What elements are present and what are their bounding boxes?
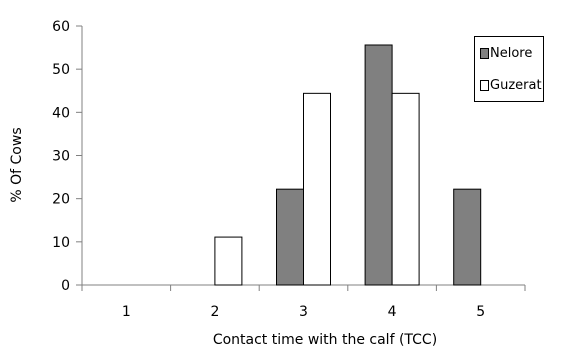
legend-swatch-guzerat — [480, 79, 489, 91]
y-tick-label: 30 — [52, 149, 70, 165]
y-tick-label: 50 — [52, 62, 70, 78]
x-tick-label: 2 — [210, 304, 219, 320]
bars — [214, 44, 482, 286]
legend: Nelore Guzerat — [474, 36, 544, 102]
y-axis-label: % Of Cows — [2, 127, 32, 202]
legend-item-nelore: Nelore — [480, 45, 532, 61]
y-tick-label: 0 — [61, 278, 70, 294]
y-axis: 0 10 20 30 40 50 60 — [52, 19, 83, 294]
legend-item-guzerat: Guzerat — [480, 77, 542, 93]
y-tick-label: 20 — [52, 192, 70, 208]
legend-label-nelore: Nelore — [490, 45, 533, 61]
y-axis-label-text: % Of Cows — [9, 127, 25, 203]
bar-guzerat-2 — [214, 236, 243, 286]
y-tick-label: 10 — [52, 235, 70, 251]
x-tick-label: 3 — [299, 304, 308, 320]
y-tick-label: 60 — [52, 19, 70, 35]
legend-swatch-nelore — [480, 47, 489, 59]
bar-nelore-3 — [276, 188, 304, 286]
x-axis-label: Contact time with the calf (TCC) — [213, 332, 437, 348]
legend-label-guzerat: Guzerat — [490, 77, 542, 93]
bar-guzerat-4 — [391, 92, 420, 286]
x-tick-label: 1 — [122, 304, 131, 320]
x-tick-label: 4 — [388, 304, 397, 320]
bar-nelore-4 — [364, 44, 393, 286]
x-axis: 1 2 3 4 5 — [81, 284, 526, 320]
bar-guzerat-3 — [303, 92, 331, 286]
x-tick-label: 5 — [476, 304, 485, 320]
y-tick-label: 40 — [52, 105, 70, 121]
bar-nelore-5 — [453, 188, 482, 286]
